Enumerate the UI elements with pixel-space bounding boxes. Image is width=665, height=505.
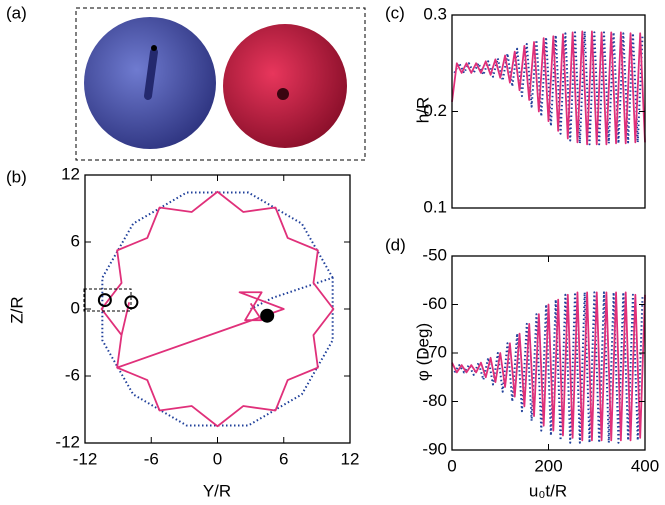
x-tick-label: 12 [341, 449, 360, 468]
marker [97, 293, 112, 308]
y-tick-label: 0.2 [423, 101, 447, 120]
tip [277, 88, 289, 100]
y-tick-label: 0.3 [423, 4, 447, 23]
panel-label: (a) [6, 3, 27, 22]
data-line [100, 190, 335, 428]
panel-label: (b) [6, 167, 27, 186]
x-tick-label: 0 [447, 456, 456, 475]
tip [151, 45, 157, 51]
x-axis-label: Y/R [203, 481, 231, 500]
panel-a: (a) [6, 3, 366, 161]
y-tick-label: 0 [71, 298, 80, 317]
plot-frame [84, 174, 351, 444]
y-tick-label: 0.1 [423, 197, 447, 216]
y-tick-label: -12 [55, 432, 80, 451]
y-tick-label: -50 [422, 245, 447, 264]
x-tick-label: -12 [73, 449, 98, 468]
y-tick-label: 6 [71, 231, 80, 250]
image-frame [75, 7, 366, 161]
y-axis-label: φ (Deg) [413, 323, 432, 381]
marker [260, 308, 275, 323]
y-axis-label: Z/R [7, 296, 26, 323]
data-line [453, 291, 644, 444]
x-axis-label: u₀t/R [529, 481, 567, 500]
y-tick-label: 12 [61, 164, 80, 183]
panel-label: (d) [385, 235, 406, 254]
x-tick-label: 400 [631, 456, 659, 475]
y-tick-label: -80 [422, 391, 447, 410]
x-tick-label: 200 [534, 456, 562, 475]
x-tick-label: 6 [279, 449, 288, 468]
data-line [451, 291, 646, 442]
x-tick-label: 0 [213, 449, 222, 468]
data-line [101, 191, 334, 427]
director [144, 48, 158, 100]
y-axis-label: h/R [413, 97, 432, 123]
panel-label: (c) [385, 3, 405, 22]
zoom-box [83, 288, 132, 312]
y-tick-label: -6 [65, 365, 80, 384]
red-sphere [223, 24, 347, 148]
x-tick-label: -6 [144, 449, 159, 468]
data-line [451, 30, 646, 146]
y-tick-label: -90 [422, 439, 447, 458]
y-tick-label: -70 [422, 342, 447, 361]
plot-frame [451, 255, 646, 451]
y-tick-label: -60 [422, 294, 447, 313]
